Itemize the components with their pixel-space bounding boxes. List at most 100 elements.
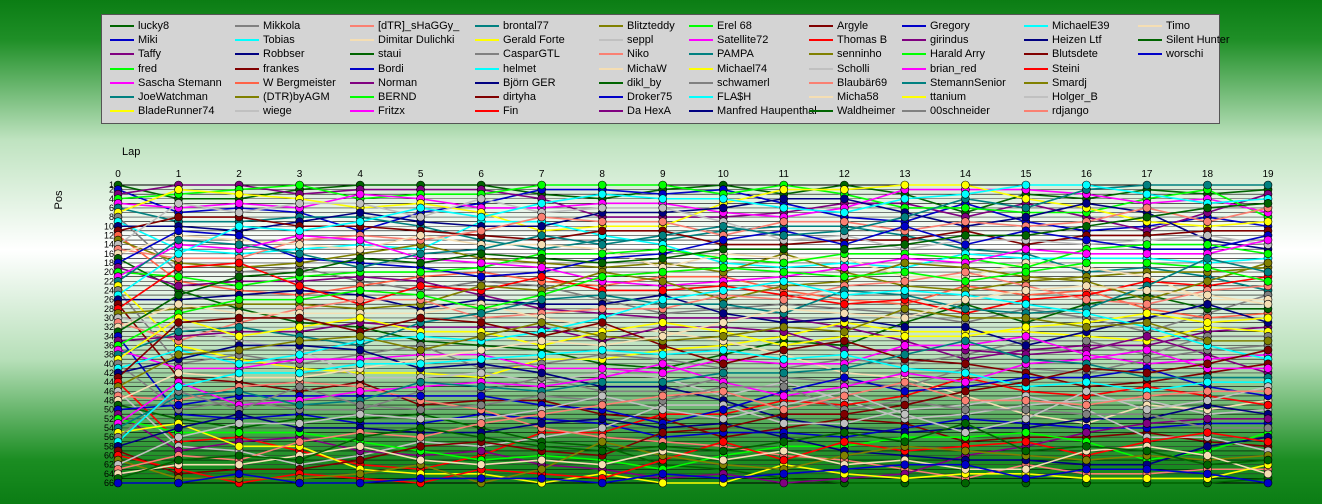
series-marker <box>476 460 486 469</box>
series-marker <box>597 203 607 213</box>
series-line <box>118 197 1269 250</box>
legend-label: Argyle <box>837 20 869 32</box>
series-marker <box>779 267 789 277</box>
y-tick-label: 44 <box>104 377 114 387</box>
legend-swatch <box>902 67 926 70</box>
series-marker <box>416 377 425 387</box>
series-marker <box>779 258 789 268</box>
series-line <box>117 262 1269 347</box>
series-marker <box>1021 203 1031 213</box>
legend-swatch <box>809 81 833 84</box>
y-tick-label: 54 <box>104 423 114 433</box>
series-marker <box>961 180 970 190</box>
series-marker <box>537 231 546 240</box>
series-marker <box>416 249 425 259</box>
series-marker <box>1021 244 1031 254</box>
series-marker <box>355 345 365 355</box>
series-marker <box>1142 474 1152 483</box>
series-marker <box>355 409 365 419</box>
series-line <box>117 234 1269 287</box>
series-marker <box>900 313 910 323</box>
series-marker <box>779 295 789 304</box>
series-line <box>117 381 1268 480</box>
series-marker <box>658 428 668 437</box>
series-marker <box>961 359 970 369</box>
legend-label: Mikkola <box>263 20 301 32</box>
series-marker <box>416 331 425 341</box>
y-tick-label: 52 <box>104 414 114 424</box>
series-marker <box>597 318 607 327</box>
legend-label: Norman <box>378 76 418 89</box>
legend-label: fred <box>138 62 157 75</box>
legend-swatch <box>809 53 833 56</box>
series-marker <box>476 318 486 327</box>
series-marker <box>1263 199 1273 208</box>
series-marker <box>355 469 365 479</box>
series-marker <box>840 336 849 346</box>
series-marker <box>1263 267 1273 277</box>
series-marker <box>961 304 970 314</box>
series-marker <box>718 244 728 254</box>
series-marker <box>174 327 183 337</box>
series-marker <box>234 199 244 208</box>
legend-label: Steini <box>1052 62 1080 75</box>
series-marker <box>779 322 789 332</box>
y-tick-label: 38 <box>104 350 114 360</box>
y-tick-label: 6 <box>109 203 114 213</box>
series-marker <box>658 442 668 451</box>
series-marker <box>840 451 849 460</box>
series-line <box>117 349 1268 443</box>
series-marker <box>718 331 728 341</box>
series-line <box>117 349 1268 425</box>
series-marker <box>840 309 849 318</box>
series-marker <box>355 235 365 245</box>
series-marker <box>840 299 849 309</box>
legend-swatch <box>599 110 623 113</box>
legend-swatch <box>235 53 259 56</box>
series-marker <box>900 387 910 396</box>
series-marker <box>1021 405 1031 414</box>
series-marker <box>1203 442 1212 451</box>
series-marker <box>1203 387 1212 396</box>
series-marker <box>1021 299 1031 309</box>
series-line <box>117 381 1268 471</box>
y-tick-label: 12 <box>104 230 114 240</box>
series-marker <box>961 478 970 488</box>
series-marker <box>1082 442 1091 451</box>
legend-label: dirtyha <box>503 91 537 103</box>
legend-label: girindus <box>930 34 969 47</box>
series-marker <box>295 350 304 359</box>
series-marker <box>1263 249 1273 259</box>
legend-swatch <box>1024 39 1048 42</box>
series-marker <box>234 322 244 332</box>
series-lines <box>117 184 1269 484</box>
y-tick-label: 50 <box>104 405 114 415</box>
series-line <box>117 202 1269 333</box>
series-marker <box>779 478 789 488</box>
series-marker <box>1203 414 1212 424</box>
legend-label: helmet <box>503 62 537 75</box>
series-line <box>117 262 1269 315</box>
series-line <box>117 239 1269 292</box>
series-marker <box>597 258 607 268</box>
series-marker <box>658 405 668 414</box>
legend-label: rdjango <box>1052 105 1089 118</box>
series-marker <box>900 474 910 483</box>
series-marker <box>1263 423 1273 433</box>
legend-swatch <box>902 25 926 27</box>
series-marker <box>840 272 849 281</box>
series-marker <box>1203 231 1212 240</box>
series-marker <box>840 217 849 226</box>
series-marker <box>174 185 183 194</box>
legend-label: Sascha Stemann <box>138 76 222 89</box>
series-line <box>117 184 1269 218</box>
legend-swatch <box>350 96 374 98</box>
series-marker <box>416 290 425 300</box>
series-line <box>117 262 1269 315</box>
series-marker <box>779 345 789 355</box>
series-marker <box>900 240 910 249</box>
series-marker <box>174 368 183 378</box>
series-marker <box>174 299 183 309</box>
series-marker <box>597 460 607 469</box>
series-marker <box>295 336 304 346</box>
